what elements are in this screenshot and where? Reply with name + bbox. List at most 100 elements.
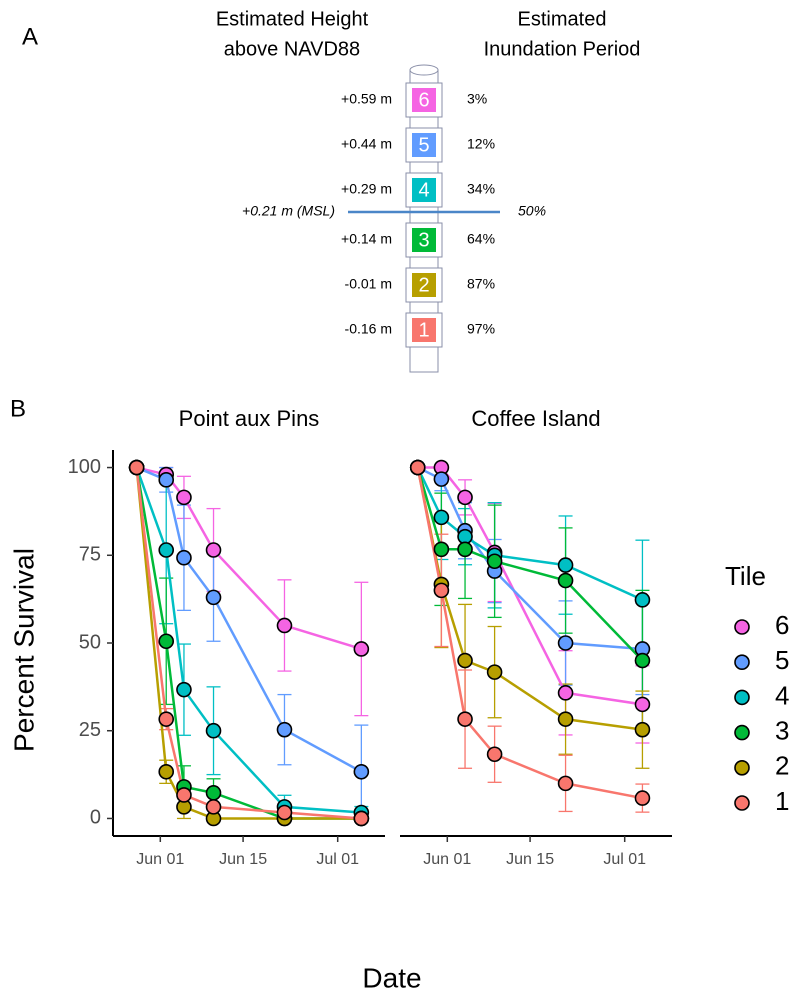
data-point bbox=[634, 696, 651, 713]
data-point bbox=[457, 489, 473, 506]
tile bbox=[412, 178, 436, 202]
data-point bbox=[158, 763, 175, 780]
tile bbox=[412, 318, 436, 342]
y-axis-title: Percent Survival bbox=[8, 548, 39, 752]
data-point bbox=[433, 541, 450, 558]
series-line bbox=[416, 467, 643, 800]
y-tick-label: 75 bbox=[79, 544, 101, 566]
facet-title: Coffee Island bbox=[471, 406, 600, 431]
tile-number: 1 bbox=[418, 319, 429, 341]
legend-swatch bbox=[734, 619, 750, 635]
data-point bbox=[276, 804, 293, 821]
data-point bbox=[557, 711, 574, 727]
tile-number: 3 bbox=[418, 229, 429, 251]
tile-number: 5 bbox=[418, 134, 429, 156]
y-tick-label: 50 bbox=[79, 631, 101, 653]
data-point bbox=[557, 775, 574, 792]
tile-inundation: 3% bbox=[467, 91, 487, 107]
data-point bbox=[276, 617, 293, 634]
legend-title: Tile bbox=[725, 561, 766, 591]
tile-height: +0.29 m bbox=[341, 181, 392, 197]
msl-inundation: 50% bbox=[518, 203, 546, 219]
legend-label: 5 bbox=[775, 645, 789, 675]
y-tick-label: 25 bbox=[79, 719, 101, 741]
x-tick-label: Jul 01 bbox=[603, 851, 646, 868]
tile-inundation: 34% bbox=[467, 181, 495, 197]
tile bbox=[412, 133, 436, 157]
tile bbox=[412, 273, 436, 297]
pole-top bbox=[409, 64, 439, 76]
tile-inundation: 97% bbox=[467, 321, 495, 337]
data-point bbox=[176, 489, 192, 506]
tile-height: +0.14 m bbox=[341, 231, 392, 247]
legend-swatch bbox=[734, 795, 750, 811]
data-point bbox=[158, 542, 175, 558]
tile-stack: 6 +0.59 m 3% 5 +0.44 m 12% 4 +0.29 m 34% 3 +0.14 m… bbox=[341, 82, 495, 348]
data-point bbox=[158, 633, 175, 650]
tile-height: -0.01 m bbox=[345, 276, 392, 292]
height-title: above NAVD88 bbox=[224, 38, 360, 60]
legend-swatch bbox=[734, 654, 750, 671]
tile-height: +0.59 m bbox=[341, 91, 392, 107]
x-axis-title: Date bbox=[362, 962, 421, 993]
legend-label: 4 bbox=[775, 680, 789, 710]
data-point bbox=[353, 810, 370, 827]
panel-label: B bbox=[10, 395, 26, 422]
tile-number: 6 bbox=[418, 89, 429, 111]
y-tick-label: 0 bbox=[90, 807, 101, 829]
facet-title: Point aux Pins bbox=[179, 406, 320, 431]
data-point bbox=[557, 557, 574, 573]
data-point bbox=[486, 746, 503, 763]
legend-label: 6 bbox=[775, 610, 789, 640]
data-point bbox=[457, 652, 473, 669]
tile-inundation: 87% bbox=[467, 276, 495, 292]
series-line bbox=[416, 467, 643, 731]
data-point bbox=[205, 589, 222, 606]
data-point bbox=[486, 553, 503, 570]
data-point bbox=[457, 541, 473, 558]
data-point bbox=[158, 711, 175, 727]
data-point bbox=[433, 471, 450, 487]
inundation-title: Inundation Period bbox=[484, 38, 641, 60]
data-point bbox=[486, 664, 503, 680]
data-point bbox=[158, 472, 175, 488]
data-point bbox=[409, 459, 426, 476]
legend-swatch bbox=[734, 759, 750, 776]
series-line bbox=[416, 467, 643, 601]
series-line bbox=[136, 466, 362, 773]
data-point bbox=[557, 635, 574, 651]
legend-swatch bbox=[734, 724, 750, 741]
data-point bbox=[205, 799, 222, 815]
x-tick-label: Jun 15 bbox=[506, 851, 554, 868]
x-tick-label: Jun 15 bbox=[219, 851, 267, 868]
data-point bbox=[433, 509, 450, 526]
tile bbox=[412, 88, 436, 112]
tile-inundation: 64% bbox=[467, 231, 495, 247]
y-tick-label: 100 bbox=[68, 456, 101, 478]
data-point bbox=[353, 641, 370, 657]
series-line bbox=[135, 467, 362, 820]
data-point bbox=[205, 722, 222, 739]
legend-swatch bbox=[734, 689, 750, 706]
data-point bbox=[433, 582, 450, 599]
x-tick-label: Jun 01 bbox=[423, 851, 471, 868]
data-point bbox=[128, 459, 145, 476]
tile-number: 2 bbox=[418, 274, 429, 296]
x-tick-label: Jul 01 bbox=[316, 851, 359, 868]
legend-label: 1 bbox=[775, 786, 789, 816]
data-point bbox=[176, 681, 192, 698]
data-point bbox=[205, 785, 222, 801]
data-point bbox=[634, 592, 651, 608]
msl-height: +0.21 m (MSL) bbox=[242, 203, 335, 219]
legend-label: 2 bbox=[775, 751, 789, 781]
series-line bbox=[416, 467, 644, 662]
tile-inundation: 12% bbox=[467, 136, 495, 152]
data-point bbox=[634, 790, 651, 806]
series-line bbox=[135, 467, 362, 814]
tile-number: 4 bbox=[418, 179, 429, 201]
legend-label: 3 bbox=[775, 715, 789, 745]
data-point bbox=[176, 549, 192, 566]
tile-height: -0.16 m bbox=[345, 321, 392, 337]
